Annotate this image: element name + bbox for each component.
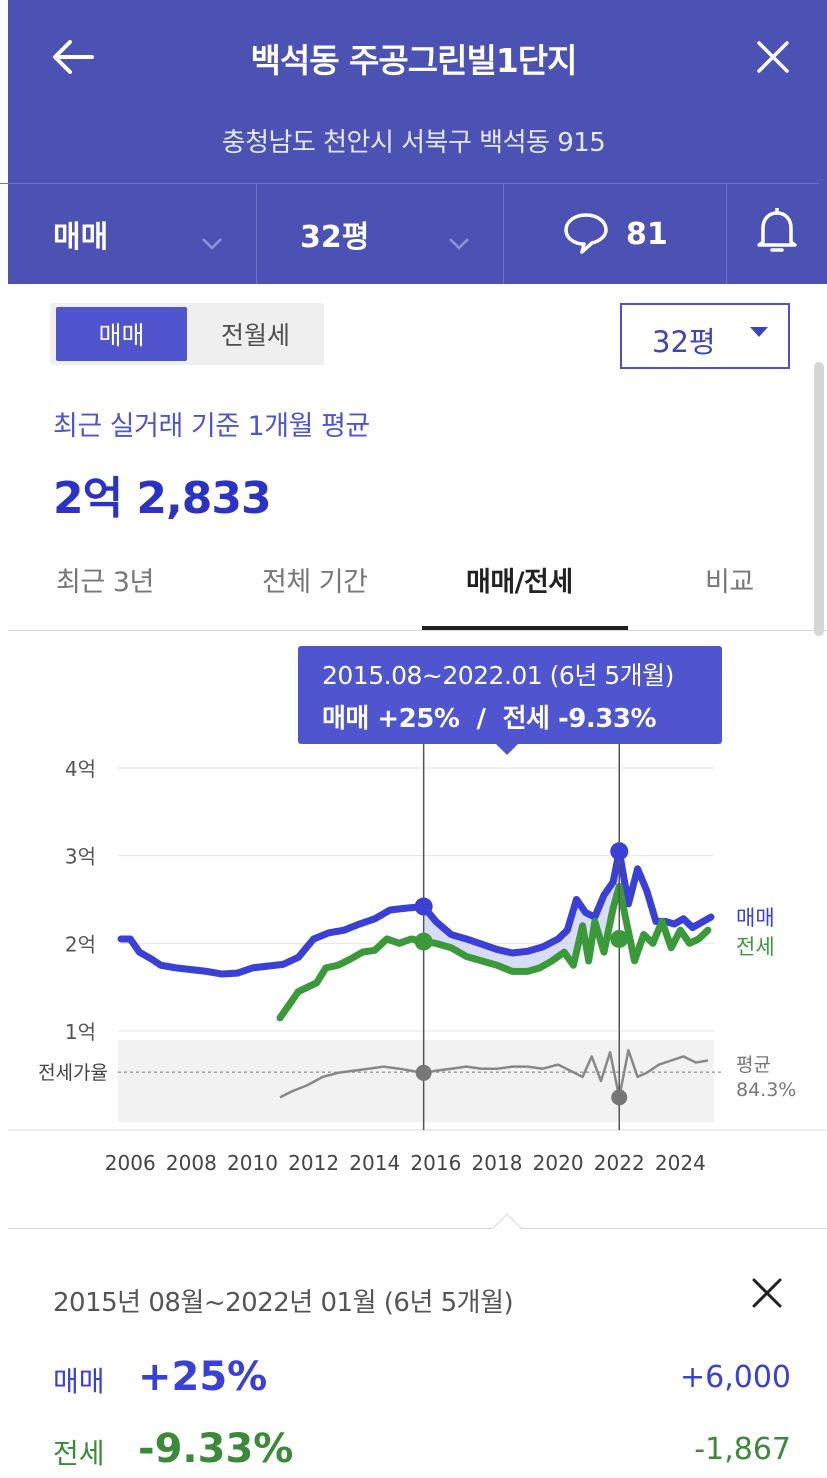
bell-icon (755, 206, 799, 262)
deal-toggle: 매매 전월세 (50, 303, 324, 365)
close-button[interactable] (748, 36, 798, 82)
x-tick-label: 2020 (533, 1151, 584, 1175)
legend-sale: 매매 (736, 906, 775, 930)
y-tick-label: 4억 (65, 757, 96, 781)
panel-close-button[interactable] (742, 1272, 792, 1318)
ratio-end-point (611, 1089, 628, 1106)
app-header (8, 0, 827, 284)
size-dropdown[interactable]: 32평 (300, 184, 490, 284)
sale-end-point (610, 842, 629, 861)
tooltip-period: 2015.08~2022.01 (6년 5개월) (322, 661, 674, 690)
jeonse-end-point (610, 929, 629, 948)
tab-all-period[interactable]: 전체 기간 (262, 567, 368, 598)
page-title: 백석동 주공그린빌1단지 (250, 41, 577, 80)
ratio-series-line (279, 1049, 709, 1099)
header-separator (503, 184, 504, 284)
ratio-start-point (415, 1064, 432, 1081)
sale-change-percent: +25% (138, 1354, 268, 1400)
active-tab-indicator (422, 626, 628, 630)
header-divider (0, 183, 819, 184)
tabs-divider (8, 630, 827, 631)
panel-divider (8, 1228, 827, 1229)
x-tick-label: 2024 (655, 1151, 706, 1175)
y-tick-label: 1억 (65, 1020, 96, 1044)
size-select[interactable]: 32평 (620, 303, 790, 369)
jeonse-change-percent: -9.33% (138, 1426, 294, 1472)
chevron-down-icon (201, 224, 223, 259)
x-tick-label: 2018 (472, 1151, 523, 1175)
x-tick-label: 2014 (349, 1151, 400, 1175)
comments-button[interactable]: 81 (562, 184, 712, 284)
tab-compare[interactable]: 비교 (705, 567, 754, 598)
average-price: 2억 2,833 (53, 473, 272, 524)
range-summary-panel (8, 1229, 827, 1478)
speech-bubble-icon (562, 211, 614, 257)
close-icon (751, 1277, 783, 1313)
ratio-axis-label: 전세가율 (38, 1062, 108, 1084)
legend-jeonse: 전세 (736, 935, 775, 959)
sale-change-amount: +6,000 (679, 1360, 791, 1395)
toggle-sale[interactable]: 매매 (56, 307, 187, 361)
x-tick-label: 2008 (166, 1151, 217, 1175)
y-tick-label: 2억 (65, 932, 96, 956)
deal-type-label: 매매 (53, 220, 109, 255)
toggle-rent[interactable]: 전월세 (220, 321, 290, 350)
sale-change-label: 매매 (53, 1365, 105, 1398)
tooltip-change: 매매 +25% / 전세 -9.33% (322, 704, 657, 734)
deal-type-dropdown[interactable]: 매매 (53, 184, 243, 284)
x-tick-label: 2006 (105, 1151, 156, 1175)
address: 충청남도 천안시 서북구 백석동 915 (221, 128, 606, 158)
range-period: 2015년 08월~2022년 01월 (6년 5개월) (53, 1288, 514, 1318)
jeonse-start-point (414, 932, 433, 951)
jeonse-change-label: 전세 (53, 1437, 105, 1470)
chevron-down-icon (448, 224, 470, 259)
size-label: 32평 (300, 220, 370, 255)
average-price-label: 최근 실거래 기준 1개월 평균 (53, 411, 370, 442)
ratio-average-label: 평균 (736, 1054, 771, 1076)
tooltip-arrow (496, 744, 518, 755)
x-tick-label: 2022 (594, 1151, 645, 1175)
header-separator (256, 184, 257, 284)
sale-series-line (117, 847, 715, 978)
arrow-left-icon (52, 39, 94, 79)
size-select-value: 32평 (652, 325, 716, 359)
x-tick-label: 2010 (227, 1151, 278, 1175)
y-tick-label: 3억 (65, 845, 96, 869)
range-tooltip: 2015.08~2022.01 (6년 5개월) 매매 +25% / 전세 -9… (298, 646, 722, 755)
x-tick-label: 2016 (410, 1151, 461, 1175)
close-icon (756, 40, 790, 78)
jeonse-change-amount: -1,867 (694, 1432, 791, 1467)
sale-start-point (414, 897, 433, 916)
header-separator (726, 184, 727, 284)
scrollbar[interactable] (814, 362, 824, 636)
comment-count: 81 (626, 216, 668, 252)
ratio-band (118, 1040, 714, 1122)
x-tick-label: 2012 (288, 1151, 339, 1175)
tab-sale-jeonse[interactable]: 매매/전세 (466, 567, 573, 598)
back-button[interactable] (46, 36, 100, 82)
jeonse-series-line (276, 882, 712, 1022)
tab-recent-3y[interactable]: 최근 3년 (56, 567, 154, 598)
caret-down-icon (750, 327, 768, 337)
notification-button[interactable] (752, 184, 802, 284)
ratio-average-value: 84.3% (736, 1079, 796, 1101)
